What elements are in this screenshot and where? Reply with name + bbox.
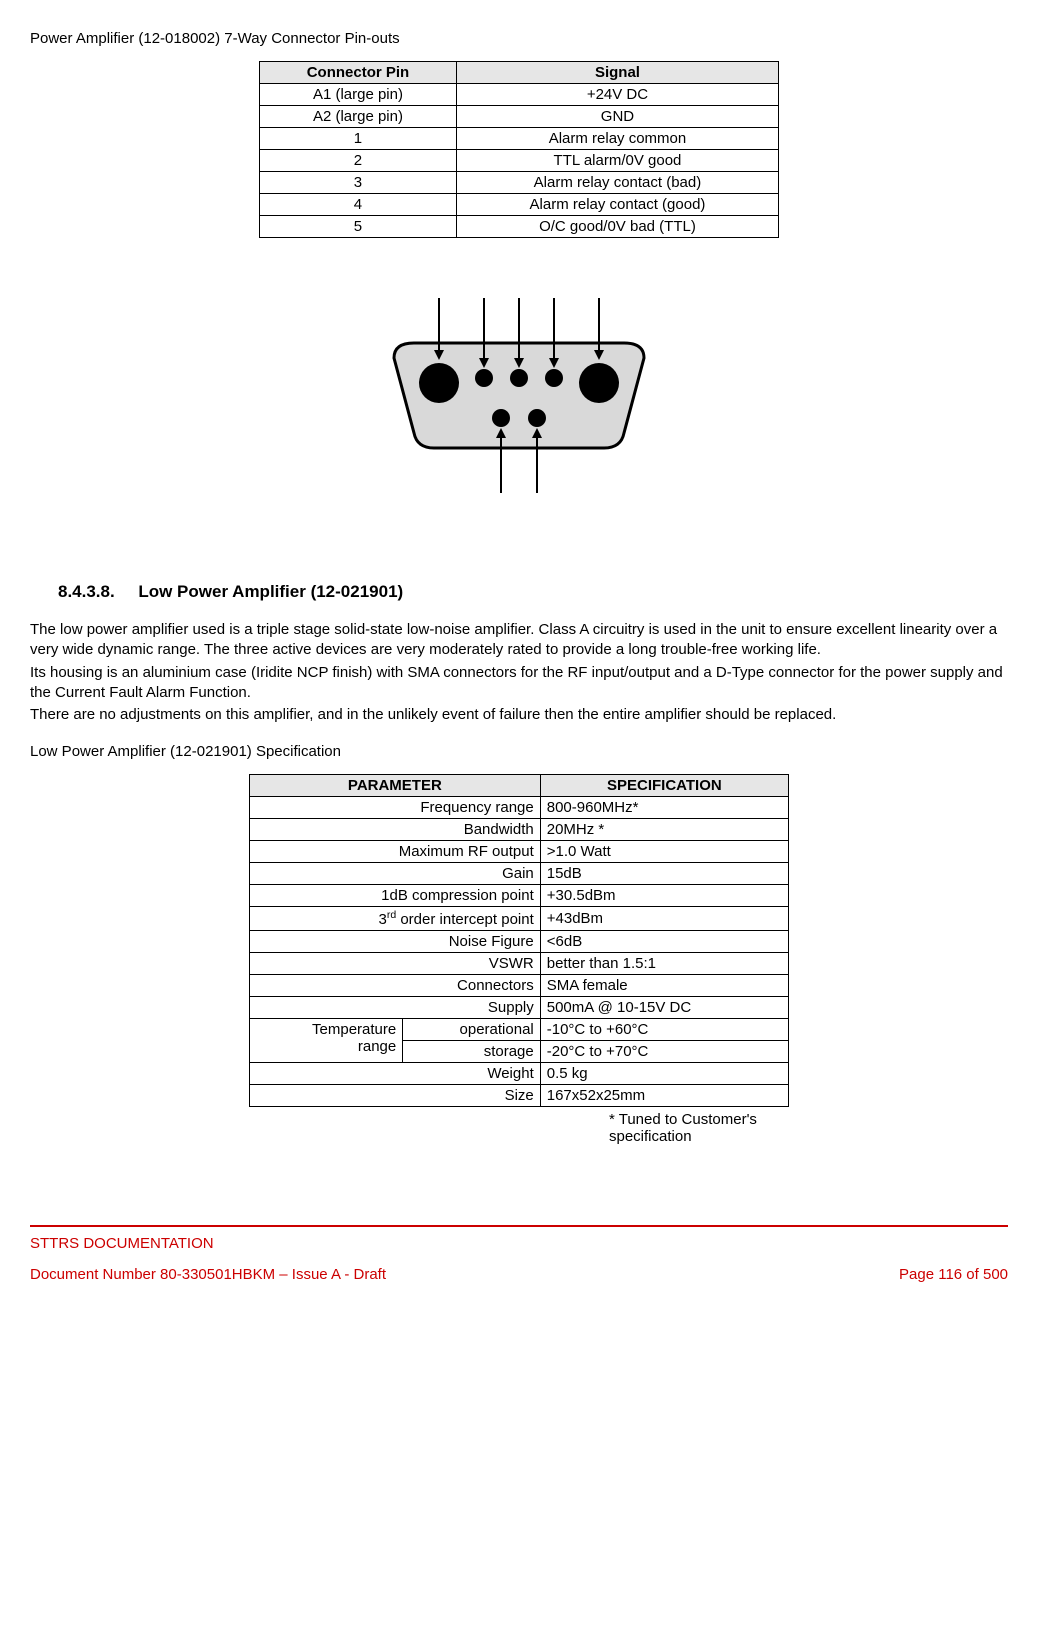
table-cell: Noise Figure [250,931,541,953]
table-cell: better than 1.5:1 [540,953,788,975]
table-cell: -20°C to +70°C [540,1041,788,1063]
table-cell: 5 [260,216,457,238]
table-cell: operational [403,1019,541,1041]
table-cell: Alarm relay contact (bad) [456,172,778,194]
paragraph: There are no adjustments on this amplifi… [30,705,1008,725]
table-cell: SMA female [540,975,788,997]
footer-org: STTRS DOCUMENTATION [30,1235,1008,1252]
table-cell: 3 [260,172,457,194]
table-cell: Connectors [250,975,541,997]
table-row: 5O/C good/0V bad (TTL) [260,216,779,238]
table-row: 1Alarm relay common [260,128,779,150]
table-row: A1 (large pin)+24V DC [260,84,779,106]
table-cell: Temperaturerange [250,1019,403,1063]
spec-header-param: PARAMETER [250,775,541,797]
table-row: 3Alarm relay contact (bad) [260,172,779,194]
table-cell: Gain [250,863,541,885]
table-cell: A2 (large pin) [260,106,457,128]
table-cell: <6dB [540,931,788,953]
table-cell: Maximum RF output [250,841,541,863]
table-cell: 4 [260,194,457,216]
section-number: 8.4.3.8. [58,582,115,601]
table-row: Size167x52x25mm [250,1085,789,1107]
table-cell: 0.5 kg [540,1063,788,1085]
table-cell: +30.5dBm [540,885,788,907]
table-row: Gain15dB [250,863,789,885]
table-cell: GND [456,106,778,128]
page-title: Power Amplifier (12-018002) 7-Way Connec… [30,30,1008,47]
table-cell: 15dB [540,863,788,885]
table-row: 2TTL alarm/0V good [260,150,779,172]
table-row: 1dB compression point+30.5dBm [250,885,789,907]
table-row: 4Alarm relay contact (good) [260,194,779,216]
table-cell: 1 [260,128,457,150]
table-cell: Alarm relay contact (good) [456,194,778,216]
table-cell: Bandwidth [250,819,541,841]
pinout-header-signal: Signal [456,62,778,84]
table-cell: +24V DC [456,84,778,106]
table-row: Supply500mA @ 10-15V DC [250,997,789,1019]
table-cell: 1dB compression point [250,885,541,907]
table-row: A2 (large pin)GND [260,106,779,128]
table-cell: Size [250,1085,541,1107]
table-row: Temperaturerangeoperational-10°C to +60°… [250,1019,789,1041]
table-cell: Alarm relay common [456,128,778,150]
table-cell: storage [403,1041,541,1063]
paragraph: Its housing is an aluminium case (Iridit… [30,663,1008,704]
table-cell: 800-960MHz* [540,797,788,819]
table-cell: Frequency range [250,797,541,819]
table-row: Frequency range800-960MHz* [250,797,789,819]
table-cell: A1 (large pin) [260,84,457,106]
footer-divider [30,1225,1008,1227]
table-row: VSWRbetter than 1.5:1 [250,953,789,975]
table-row: Noise Figure<6dB [250,931,789,953]
spec-header-value: SPECIFICATION [540,775,788,797]
section-title: Low Power Amplifier (12-021901) [138,582,403,601]
table-cell: 500mA @ 10-15V DC [540,997,788,1019]
spec-title: Low Power Amplifier (12-021901) Specific… [30,743,1008,760]
table-cell: 2 [260,150,457,172]
footer-doc-number: Document Number 80-330501HBKM – Issue A … [30,1266,386,1283]
section-heading: 8.4.3.8. Low Power Amplifier (12-021901) [58,582,1008,602]
table-row: Bandwidth20MHz * [250,819,789,841]
table-cell: +43dBm [540,907,788,931]
table-cell: 167x52x25mm [540,1085,788,1107]
paragraph: The low power amplifier used is a triple… [30,620,1008,661]
table-row: Maximum RF output>1.0 Watt [250,841,789,863]
pinout-header-pin: Connector Pin [260,62,457,84]
table-cell: 20MHz * [540,819,788,841]
pinout-table: Connector Pin Signal A1 (large pin)+24V … [259,61,779,238]
table-cell: Supply [250,997,541,1019]
table-row: ConnectorsSMA female [250,975,789,997]
table-cell: -10°C to +60°C [540,1019,788,1041]
table-row: 3rd order intercept point+43dBm [250,907,789,931]
connector-diagram [30,288,1008,512]
table-cell: 3rd order intercept point [250,907,541,931]
spec-table: PARAMETER SPECIFICATION Frequency range8… [249,774,789,1107]
table-row: Weight0.5 kg [250,1063,789,1085]
spec-footnote: * Tuned to Customer's specification [249,1111,789,1145]
table-cell: VSWR [250,953,541,975]
table-cell: Weight [250,1063,541,1085]
table-cell: >1.0 Watt [540,841,788,863]
table-cell: TTL alarm/0V good [456,150,778,172]
table-cell: O/C good/0V bad (TTL) [456,216,778,238]
footer-page-number: Page 116 of 500 [899,1266,1008,1283]
